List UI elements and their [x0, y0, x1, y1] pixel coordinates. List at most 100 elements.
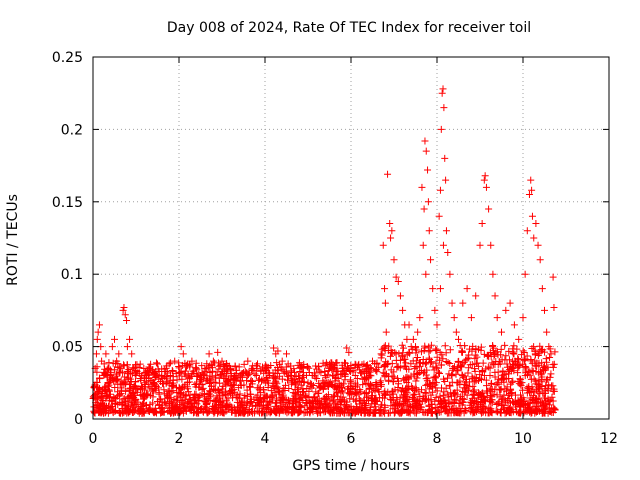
data-point	[275, 409, 283, 417]
data-point	[285, 404, 293, 412]
data-point	[394, 386, 402, 394]
data-point	[295, 359, 303, 367]
data-point	[548, 393, 556, 401]
data-point	[274, 367, 282, 375]
data-point	[497, 376, 505, 384]
data-point	[175, 369, 183, 377]
data-point	[418, 183, 426, 191]
data-point	[132, 372, 140, 380]
y-tick-labels: 0 0.05 0.1 0.15 0.2 0.25	[52, 50, 83, 428]
data-point	[180, 391, 188, 399]
data-point	[538, 285, 546, 293]
data-point	[482, 376, 490, 384]
data-point	[267, 387, 275, 395]
data-point	[184, 385, 192, 393]
data-point	[308, 372, 316, 380]
data-point	[271, 366, 279, 374]
data-point	[501, 396, 509, 404]
data-point	[442, 357, 450, 365]
data-point	[94, 387, 102, 395]
data-point	[509, 408, 517, 416]
data-point	[265, 400, 273, 408]
data-point	[390, 256, 398, 264]
data-point	[204, 363, 212, 371]
data-point	[393, 363, 401, 371]
data-point	[163, 391, 171, 399]
data-point	[415, 359, 423, 367]
data-point	[101, 370, 109, 378]
data-point	[495, 358, 503, 366]
data-point	[227, 364, 235, 372]
data-point	[327, 381, 335, 389]
data-point	[458, 363, 466, 371]
data-point	[452, 404, 460, 412]
data-point	[155, 367, 163, 375]
data-point	[305, 364, 313, 372]
data-point	[263, 409, 271, 417]
x-tick-label: 8	[433, 431, 442, 447]
data-point	[105, 381, 113, 389]
data-point	[484, 351, 492, 359]
data-point	[305, 369, 313, 377]
data-point	[489, 347, 497, 355]
data-point	[437, 408, 445, 416]
data-point	[532, 220, 540, 228]
data-point	[440, 375, 448, 383]
data-point	[253, 384, 261, 392]
data-point	[240, 369, 247, 377]
data-point	[457, 362, 465, 370]
data-point	[525, 384, 533, 392]
data-point	[423, 380, 431, 388]
data-point	[524, 404, 532, 412]
data-point	[420, 369, 428, 377]
data-point	[370, 409, 378, 417]
data-point	[487, 241, 495, 249]
data-point	[122, 404, 130, 412]
data-point	[238, 397, 246, 405]
data-point	[459, 373, 467, 381]
data-point	[545, 381, 553, 389]
data-point	[144, 380, 152, 388]
data-point	[502, 352, 510, 360]
data-point	[309, 408, 317, 416]
data-point	[509, 349, 517, 357]
data-point	[494, 400, 502, 408]
data-point	[236, 408, 244, 416]
data-point	[205, 350, 213, 358]
data-point	[308, 380, 316, 388]
data-point	[389, 378, 397, 386]
data-point	[412, 343, 419, 351]
data-point	[473, 359, 481, 367]
data-point	[379, 369, 387, 377]
data-point	[247, 378, 255, 386]
data-point	[106, 372, 114, 380]
data-point	[113, 357, 121, 365]
data-point	[321, 372, 329, 380]
data-point	[551, 348, 559, 356]
data-point	[257, 367, 265, 375]
data-point	[341, 371, 349, 379]
data-point	[167, 394, 175, 402]
data-point	[468, 394, 476, 402]
data-point	[125, 407, 133, 415]
data-point	[126, 335, 134, 343]
data-point	[150, 408, 158, 416]
data-point	[427, 341, 435, 349]
data-point	[492, 407, 500, 415]
data-point	[523, 389, 531, 397]
data-point	[182, 372, 190, 380]
data-point	[229, 380, 237, 388]
data-point	[519, 386, 527, 394]
data-point	[334, 367, 342, 375]
data-point	[162, 372, 170, 380]
data-point	[458, 348, 466, 356]
data-point	[464, 369, 472, 377]
data-point	[254, 391, 262, 399]
data-point	[315, 363, 323, 371]
data-point	[287, 372, 295, 380]
data-point	[496, 393, 504, 401]
data-point	[351, 360, 359, 368]
data-point	[261, 363, 269, 371]
data-point	[389, 387, 397, 395]
data-point	[405, 374, 413, 382]
